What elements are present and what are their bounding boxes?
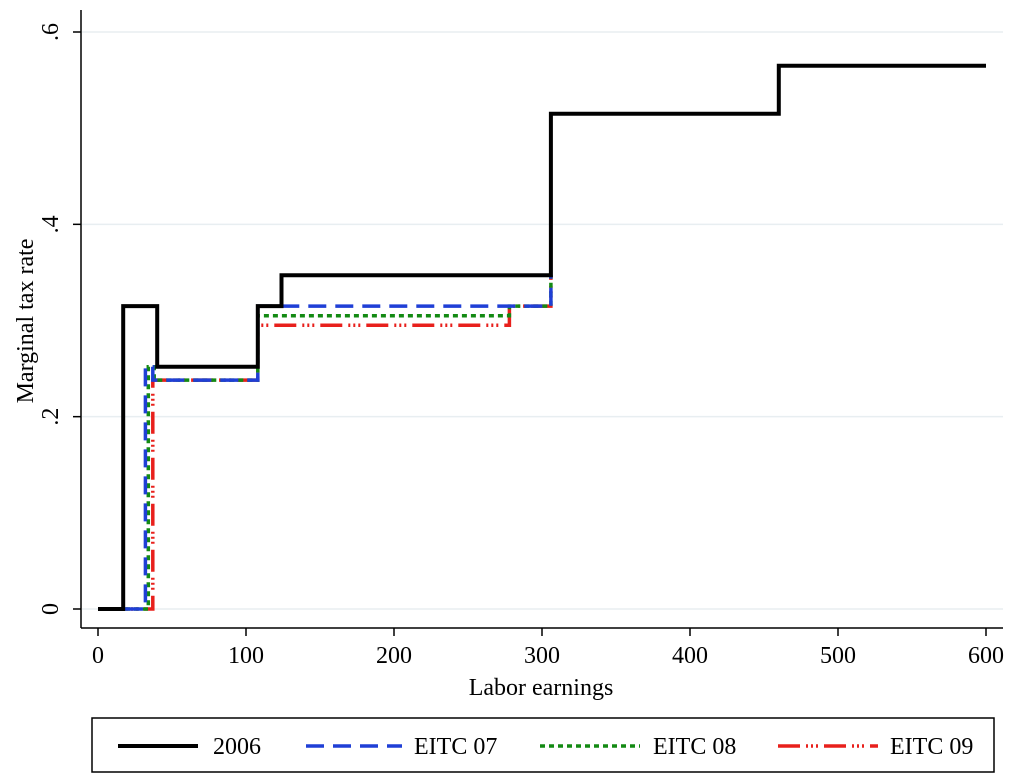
y-tick-label: .4 (38, 215, 64, 233)
legend-label: EITC 07 (414, 734, 497, 760)
series-line-eitc-09 (98, 275, 553, 611)
series-line-2006 (98, 63, 986, 611)
y-ticks: 0 .2 .4 .6 (38, 23, 81, 615)
x-ticks: 0 100 200 300 400 500 600 (92, 628, 1004, 669)
grid (82, 31, 1003, 610)
x-tick-label: 100 (228, 643, 264, 669)
y-tick-label: .6 (38, 23, 64, 41)
x-tick-label: 200 (376, 643, 412, 669)
legend-label: EITC 09 (890, 734, 973, 760)
x-tick-label: 400 (672, 643, 708, 669)
y-axis-title: Marginal tax rate (13, 239, 39, 404)
axes (80, 10, 1003, 629)
series-line-eitc-07 (98, 275, 553, 611)
legend-label: 2006 (213, 734, 261, 760)
series-layer (98, 63, 986, 611)
x-tick-label: 0 (92, 643, 104, 669)
legend: 2006 EITC 07 EITC 08 EITC 09 (91, 717, 995, 773)
y-tick-label: .2 (38, 408, 64, 426)
y-tick-label: 0 (38, 603, 64, 615)
x-tick-label: 500 (820, 643, 856, 669)
x-tick-label: 600 (968, 643, 1004, 669)
x-axis-title: Labor earnings (469, 675, 614, 701)
x-tick-label: 300 (524, 643, 560, 669)
legend-label: EITC 08 (653, 734, 736, 760)
